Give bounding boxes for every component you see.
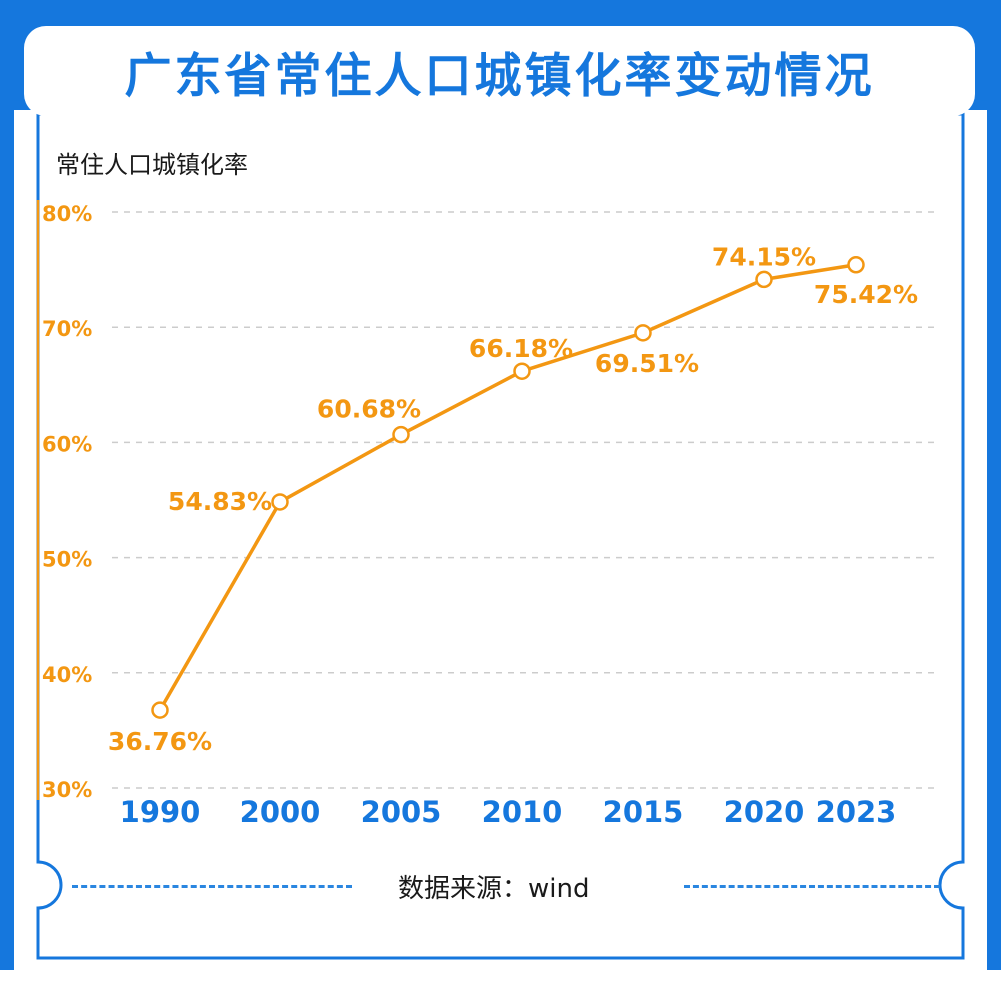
data-point-2010 <box>513 362 531 380</box>
data-label-2020: 74.15% <box>712 242 816 271</box>
data-source: 数据来源：wind <box>398 874 590 904</box>
data-point-2023 <box>847 256 865 274</box>
x-tick-label-1990: 1990 <box>120 795 201 829</box>
y-tick-label: 80% <box>42 202 92 226</box>
data-point-1990 <box>151 701 169 719</box>
title-banner: 广东省常住人口城镇化率变动情况 <box>24 26 975 116</box>
data-point-2020 <box>755 270 773 289</box>
data-point-2005 <box>392 425 410 444</box>
y-tick-label: 70% <box>42 317 92 341</box>
x-tick-label-2023: 2023 <box>816 795 897 829</box>
x-tick-label-2020: 2020 <box>724 795 805 829</box>
y-tick-label: 60% <box>42 432 92 456</box>
x-tick-label-2015: 2015 <box>603 795 684 829</box>
y-tick-label: 40% <box>42 663 92 687</box>
x-tick-label-2000: 2000 <box>240 795 321 829</box>
data-point-2015 <box>634 324 652 342</box>
data-label-2023: 75.42% <box>814 280 918 309</box>
footer: 数据来源：wind <box>40 860 960 910</box>
data-label-1990: 36.76% <box>108 727 212 756</box>
page-title: 广东省常住人口城镇化率变动情况 <box>124 48 875 104</box>
data-point-2000 <box>271 493 289 511</box>
y-tick-label: 50% <box>42 548 92 572</box>
data-label-2015: 69.51% <box>595 349 699 378</box>
footer-divider-right <box>684 885 940 888</box>
footer-divider-left <box>72 885 352 888</box>
data-label-2000: 54.83% <box>168 487 272 516</box>
data-label-2010: 66.18% <box>469 334 573 363</box>
data-label-2005: 60.68% <box>317 395 421 424</box>
x-tick-label-2005: 2005 <box>361 795 442 829</box>
y-tick-label: 30% <box>42 778 92 802</box>
x-tick-label-2010: 2010 <box>482 795 563 829</box>
y-axis-label: 常住人口城镇化率 <box>56 151 248 179</box>
